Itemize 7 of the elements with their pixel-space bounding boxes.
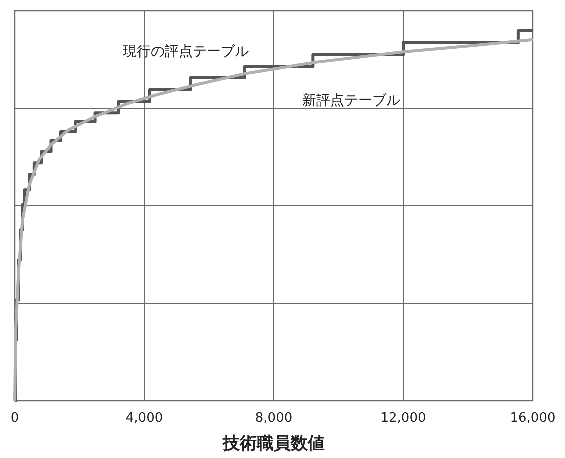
x-tick-label: 12,000 [380, 411, 426, 426]
series-label: 新評点テーブル [302, 92, 401, 109]
x-tick-label: 16,000 [510, 411, 556, 426]
x-tick-label: 8,000 [255, 411, 293, 426]
x-tick-label: 0 [10, 411, 20, 426]
x-axis-title: 技術職員数値 [222, 434, 325, 454]
x-tick-label: 4,000 [126, 411, 164, 426]
